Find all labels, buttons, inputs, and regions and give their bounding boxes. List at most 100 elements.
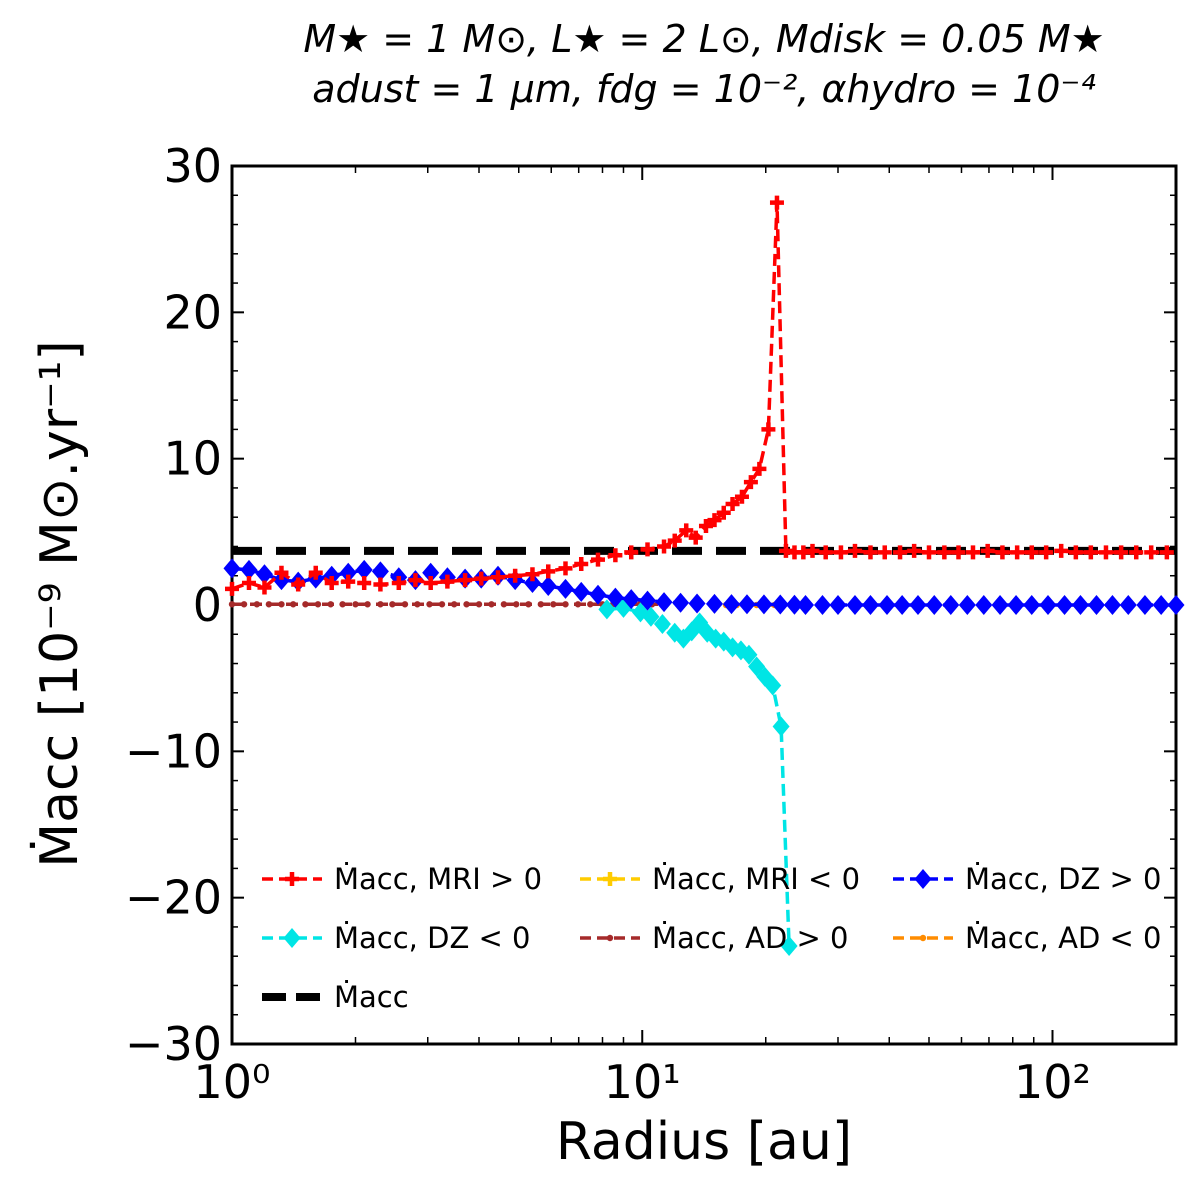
data-point xyxy=(679,523,694,538)
x-axis-label: Radius [au] xyxy=(555,1112,853,1172)
data-point xyxy=(847,543,862,558)
data-point xyxy=(508,568,523,583)
data-point xyxy=(829,595,847,615)
legend-label: Ṁacc, MRI > 0 xyxy=(334,862,542,896)
data-point xyxy=(440,574,455,589)
data-point xyxy=(253,601,261,608)
y-tick-label: 20 xyxy=(163,285,222,339)
legend: Ṁacc, MRI > 0 Ṁacc, MRI < 0 Ṁacc, DZ > 0 Ṁa… xyxy=(262,862,1162,1014)
data-point xyxy=(450,601,458,608)
data-point xyxy=(909,595,927,615)
x-tick-label: 10⁰ xyxy=(194,1055,271,1109)
series-0 xyxy=(225,195,1174,596)
data-point xyxy=(780,935,798,956)
data-point xyxy=(513,601,520,608)
data-point xyxy=(590,552,605,567)
data-point xyxy=(562,601,569,608)
data-point xyxy=(606,587,624,608)
data-point xyxy=(657,539,672,554)
y-axis-label: Ṁacc [10⁻⁹ M⊙.yr⁻¹] xyxy=(30,340,90,868)
data-point xyxy=(846,595,864,615)
data-point xyxy=(716,505,731,520)
data-point xyxy=(339,601,346,608)
data-point xyxy=(422,562,440,583)
data-point xyxy=(352,601,359,608)
data-point xyxy=(241,576,256,591)
data-point xyxy=(951,545,966,560)
data-point xyxy=(606,934,614,942)
data-point xyxy=(1136,595,1154,615)
data-point xyxy=(539,575,557,596)
data-point xyxy=(608,548,623,563)
data-point xyxy=(283,928,301,948)
data-point xyxy=(672,592,690,613)
data-point xyxy=(975,595,993,615)
data-point xyxy=(391,576,406,591)
series-3 xyxy=(598,597,798,956)
data-point xyxy=(285,872,299,886)
data-point xyxy=(438,601,446,608)
title-line-2: adust = 1 μm, fdg = 10⁻², αhydro = 10⁻⁴ xyxy=(312,67,1096,111)
data-point xyxy=(743,475,758,490)
data-point xyxy=(761,422,776,437)
data-point xyxy=(414,601,421,608)
title-line-1: M★ = 1 M⊙, L★ = 2 L⊙, Mdisk = 0.05 M★ xyxy=(303,17,1105,61)
data-point xyxy=(734,489,749,504)
data-point xyxy=(255,564,273,585)
data-point xyxy=(624,545,639,560)
data-point xyxy=(1039,545,1054,560)
y-tick-label: 10 xyxy=(163,432,222,486)
data-point xyxy=(278,601,285,608)
data-point xyxy=(639,590,657,611)
data-point xyxy=(877,545,892,560)
data-point xyxy=(922,545,937,560)
legend-label: Ṁacc xyxy=(334,980,409,1014)
data-point xyxy=(463,601,470,608)
data-point xyxy=(771,594,789,615)
data-point xyxy=(667,533,682,548)
data-point xyxy=(1054,543,1069,558)
data-point xyxy=(991,595,1009,615)
data-point xyxy=(1083,545,1098,560)
data-point xyxy=(327,601,334,608)
data-point xyxy=(797,595,815,615)
data-point xyxy=(1119,595,1137,615)
data-point xyxy=(550,601,557,608)
legend-label: Ṁacc, DZ < 0 xyxy=(334,921,531,955)
y-tick-label: −20 xyxy=(125,871,222,925)
data-point xyxy=(764,675,782,696)
data-point xyxy=(752,461,767,476)
data-point xyxy=(980,543,995,558)
y-tick-label: −30 xyxy=(125,1017,222,1071)
data-point xyxy=(364,601,371,608)
data-point xyxy=(302,601,309,608)
y-tick-label: 0 xyxy=(193,578,222,632)
data-point xyxy=(589,584,607,605)
data-point xyxy=(772,716,790,737)
data-point xyxy=(1098,545,1113,560)
data-point xyxy=(355,559,373,580)
data-point xyxy=(705,593,723,614)
data-point xyxy=(537,601,545,608)
data-point xyxy=(725,497,740,512)
data-point xyxy=(1167,595,1185,615)
data-point xyxy=(290,601,297,608)
data-point xyxy=(401,601,409,608)
data-point xyxy=(738,594,756,615)
data-point xyxy=(389,601,396,608)
data-point xyxy=(339,562,357,583)
data-point xyxy=(240,601,248,608)
data-point xyxy=(291,577,306,592)
data-point xyxy=(653,614,671,635)
data-point xyxy=(1071,595,1089,615)
data-point xyxy=(1068,545,1083,560)
data-point xyxy=(958,595,976,615)
series-4 xyxy=(228,601,668,608)
data-point xyxy=(707,513,722,528)
data-point xyxy=(919,934,927,942)
series-2 xyxy=(223,558,1185,615)
data-point xyxy=(257,580,272,595)
data-point xyxy=(274,565,289,580)
data-point xyxy=(587,601,594,608)
